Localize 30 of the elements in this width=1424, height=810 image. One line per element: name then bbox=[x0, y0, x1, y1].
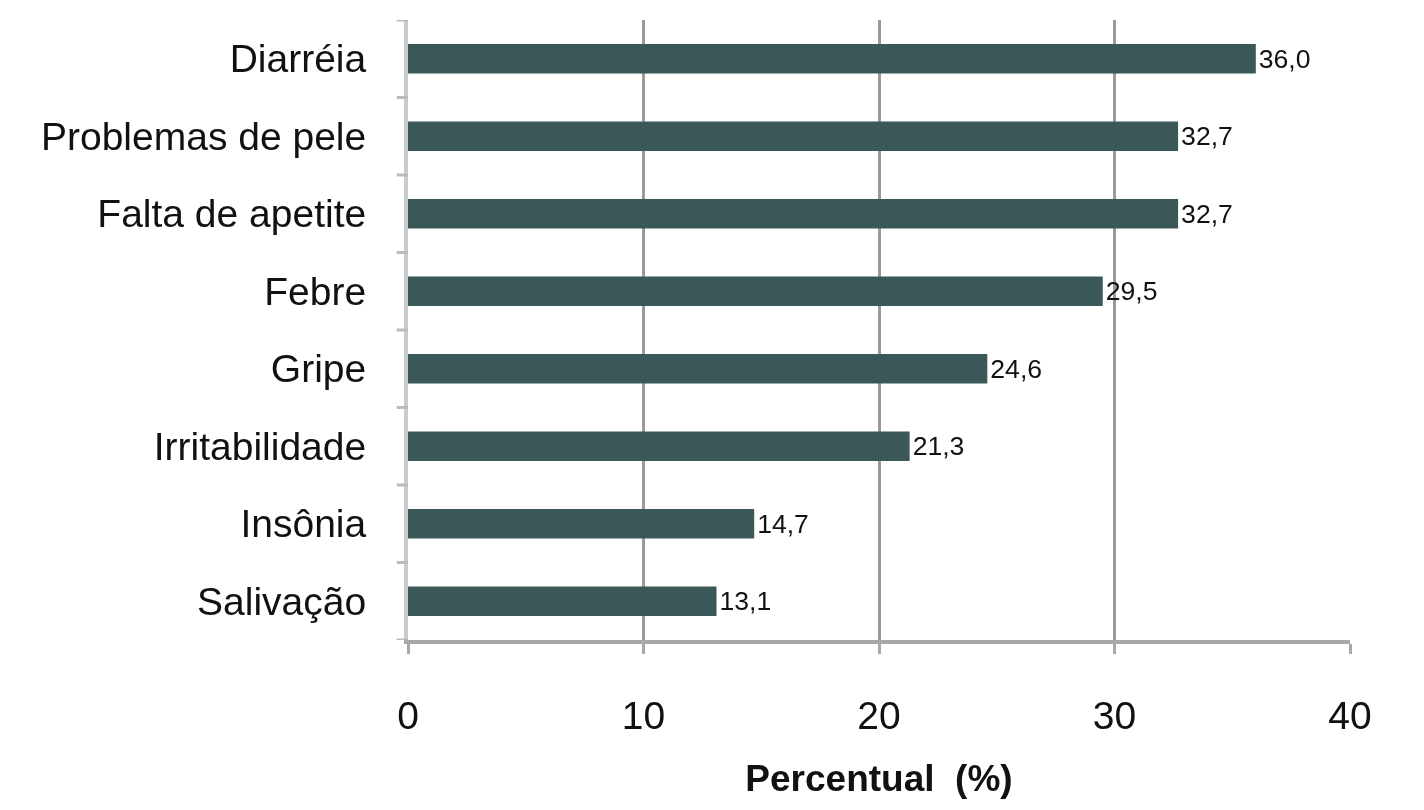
bar bbox=[408, 199, 1179, 229]
data-label: 32,7 bbox=[1181, 121, 1233, 152]
data-label: 21,3 bbox=[912, 431, 965, 462]
y-tick-label: Salivação bbox=[197, 579, 367, 623]
x-tick-label: 20 bbox=[857, 693, 901, 737]
bar bbox=[408, 431, 910, 461]
data-label: 24,6 bbox=[990, 353, 1043, 384]
data-label: 14,7 bbox=[757, 508, 809, 539]
y-tick-label: Irritabilidade bbox=[153, 424, 367, 468]
bar bbox=[408, 509, 755, 539]
y-tick-label: Febre bbox=[264, 269, 367, 313]
data-label: 29,5 bbox=[1105, 276, 1158, 307]
y-tick-label: Insônia bbox=[240, 502, 367, 546]
x-tick-label: 10 bbox=[621, 693, 666, 737]
bar bbox=[408, 121, 1179, 151]
x-tick-label: 40 bbox=[1328, 693, 1372, 737]
y-tick-label: Gripe bbox=[270, 347, 367, 391]
bar bbox=[408, 586, 717, 616]
bar bbox=[408, 354, 988, 384]
x-tick-label: 0 bbox=[397, 693, 419, 737]
bar bbox=[408, 276, 1103, 306]
data-label: 36,0 bbox=[1258, 43, 1311, 74]
data-label: 32,7 bbox=[1181, 198, 1233, 229]
y-tick-label: Problemas de pele bbox=[41, 114, 367, 158]
bar bbox=[408, 44, 1256, 74]
data-label: 13,1 bbox=[719, 586, 772, 617]
y-tick-label: Diarréia bbox=[229, 37, 367, 81]
x-tick-label: 30 bbox=[1092, 693, 1137, 737]
x-axis-title: Percentual (%) bbox=[745, 757, 1013, 799]
y-tick-label: Falta de apetite bbox=[97, 192, 367, 236]
